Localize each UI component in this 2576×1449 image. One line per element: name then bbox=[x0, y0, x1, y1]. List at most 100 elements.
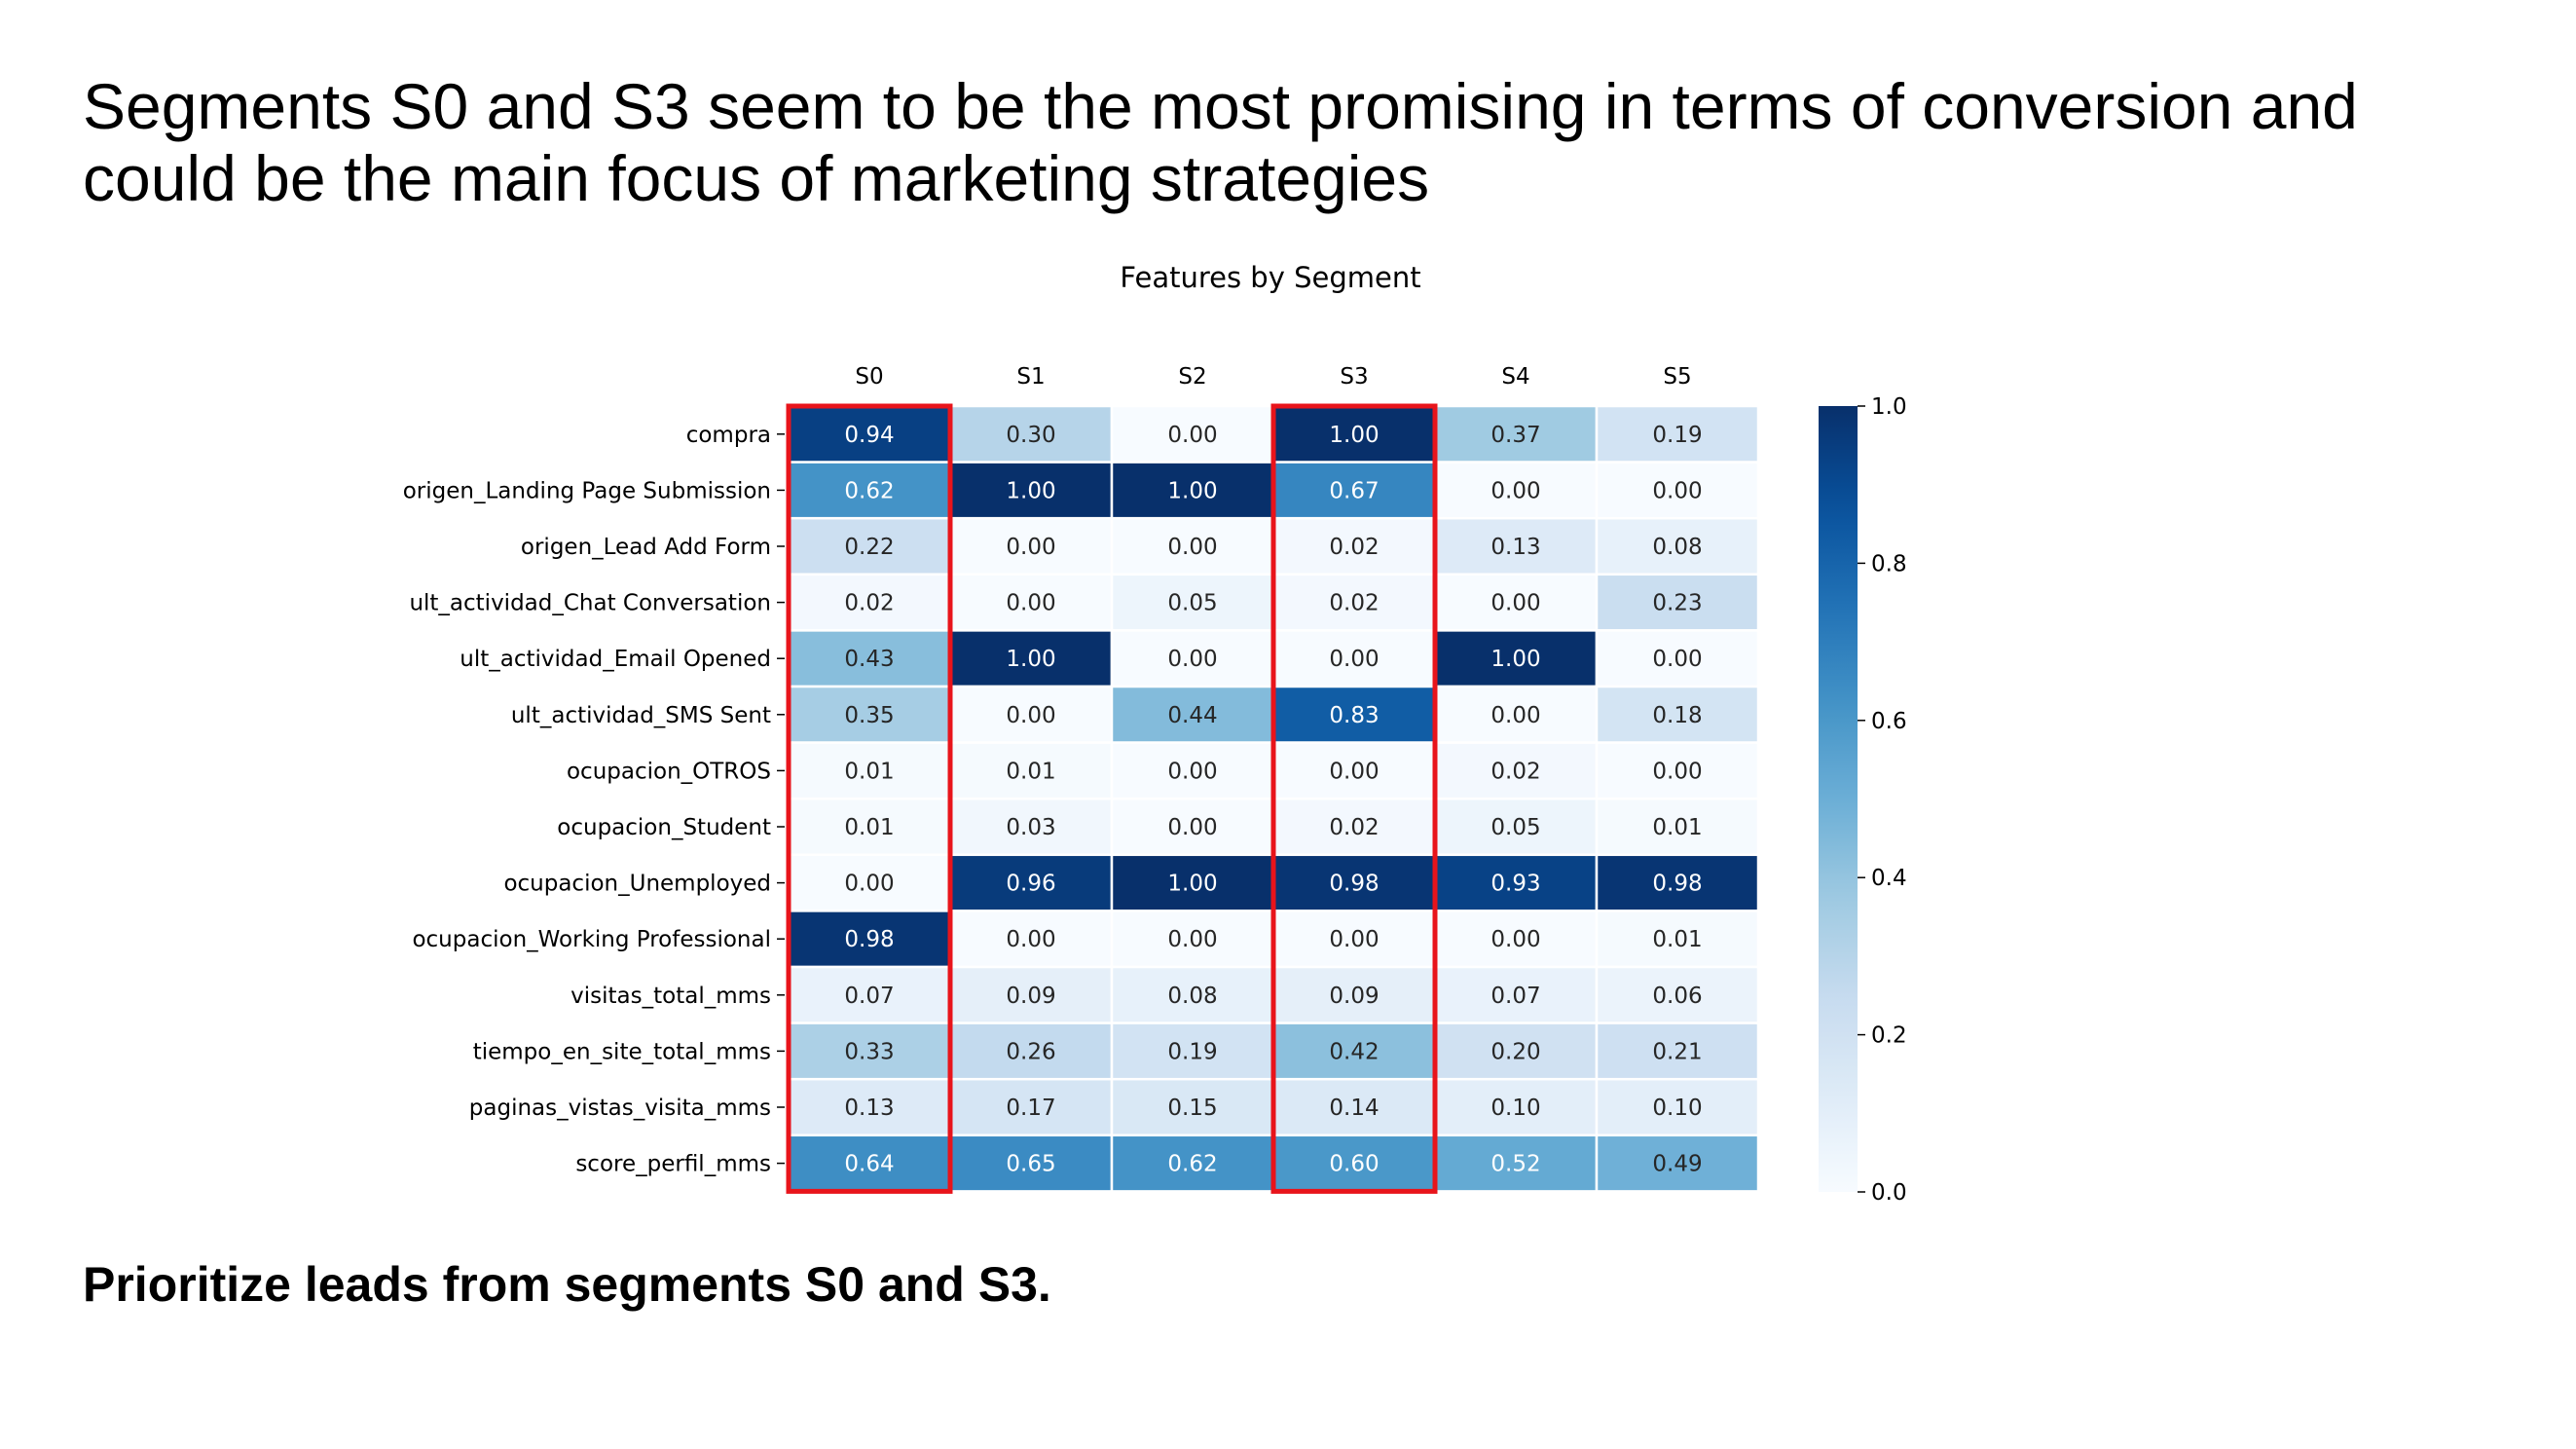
heatmap-cell bbox=[948, 1022, 1114, 1081]
cell-value-label: 0.01 bbox=[1652, 927, 1702, 952]
slide-takeaway: Prioritize leads from segments S0 and S3… bbox=[83, 1257, 1051, 1312]
heatmap-cell bbox=[1595, 797, 1760, 857]
cell-value-label: 0.00 bbox=[844, 872, 894, 897]
heatmap-cell bbox=[1271, 629, 1437, 688]
cell-value-label: 0.67 bbox=[1329, 478, 1379, 503]
cell-value-label: 0.00 bbox=[1490, 703, 1540, 728]
cell-value-label: 0.07 bbox=[844, 984, 894, 1009]
cell-value-label: 0.02 bbox=[844, 591, 894, 616]
row-label: visitas_total_mms bbox=[570, 984, 771, 1009]
column-labels: S0 S1 S2 S3 S4 S5 bbox=[855, 364, 1691, 390]
cell-value-label: 0.08 bbox=[1167, 984, 1217, 1009]
cell-value-label: 0.00 bbox=[1652, 478, 1702, 503]
heatmap-cell bbox=[787, 1022, 952, 1081]
cell-value-label: 0.21 bbox=[1652, 1039, 1702, 1064]
cell-value-label: 1.00 bbox=[1167, 872, 1217, 897]
heatmap-cell bbox=[1433, 910, 1599, 969]
heatmap-cell bbox=[787, 797, 952, 857]
slide-headline: Segments S0 and S3 seem to be the most p… bbox=[83, 70, 2358, 214]
cell-value-label: 0.00 bbox=[1167, 815, 1217, 840]
cell-value-label: 0.13 bbox=[844, 1096, 894, 1121]
row-label: ult_actividad_SMS Sent bbox=[511, 703, 771, 728]
cell-value-label: 0.01 bbox=[844, 759, 894, 784]
heatmap-cell bbox=[1595, 965, 1760, 1024]
cell-value-label: 1.00 bbox=[1167, 478, 1217, 503]
cell-value-label: 0.01 bbox=[1652, 815, 1702, 840]
cell-value-label: 0.49 bbox=[1652, 1152, 1702, 1177]
row-label: tiempo_en_site_total_mms bbox=[473, 1039, 771, 1064]
cell-value-label: 0.93 bbox=[1490, 872, 1540, 897]
cell-value-label: 0.22 bbox=[844, 535, 894, 560]
row-label: compra bbox=[686, 423, 771, 448]
cell-value-label: 0.00 bbox=[1006, 591, 1055, 616]
row-label: ocupacion_Unemployed bbox=[503, 872, 771, 897]
highlight-box-s3 bbox=[1270, 403, 1438, 1194]
cell-value-label: 0.00 bbox=[1167, 759, 1217, 784]
cell-value-label: 0.00 bbox=[1329, 647, 1379, 672]
row-label: score_perfil_mms bbox=[575, 1152, 771, 1177]
heatmap-cell bbox=[787, 1077, 952, 1137]
cell-value-label: 0.14 bbox=[1329, 1096, 1379, 1121]
heatmap-cell bbox=[1595, 1133, 1760, 1193]
heatmap-cell bbox=[787, 573, 952, 632]
heatmap-cell bbox=[1595, 910, 1760, 969]
cell-value-label: 0.00 bbox=[1652, 759, 1702, 784]
cell-value-label: 1.00 bbox=[1006, 647, 1055, 672]
cell-value-label: 0.00 bbox=[1167, 423, 1217, 448]
cell-value-label: 0.35 bbox=[844, 703, 894, 728]
row-label: paginas_vistas_visita_mms bbox=[469, 1096, 771, 1121]
cell-value-label: 0.26 bbox=[1006, 1039, 1055, 1064]
cell-value-label: 0.30 bbox=[1006, 423, 1055, 448]
heatmap-cell bbox=[1595, 1077, 1760, 1137]
cell-value-label: 0.52 bbox=[1490, 1152, 1540, 1177]
cell-value-label: 0.20 bbox=[1490, 1039, 1540, 1064]
cell-value-label: 0.60 bbox=[1329, 1152, 1379, 1177]
cell-value-label: 0.00 bbox=[1490, 927, 1540, 952]
cell-value-label: 0.98 bbox=[844, 927, 894, 952]
colorbar-tick-label: 0.2 bbox=[1871, 1023, 1907, 1049]
colorbar-tick-label: 0.6 bbox=[1871, 709, 1907, 734]
heatmap-cell bbox=[1271, 461, 1437, 520]
row-label: ocupacion_Student bbox=[557, 815, 771, 840]
heatmap-cell bbox=[1595, 404, 1760, 464]
heatmap-cell bbox=[1110, 965, 1275, 1024]
heatmap-cell bbox=[1433, 461, 1599, 520]
cell-value-label: 0.19 bbox=[1167, 1039, 1217, 1064]
cell-value-label: 0.02 bbox=[1329, 591, 1379, 616]
cell-value-label: 0.00 bbox=[1652, 647, 1702, 672]
colorbar-tick-label: 0.0 bbox=[1871, 1180, 1907, 1206]
cell-value-label: 0.09 bbox=[1329, 984, 1379, 1009]
heatmap-cell bbox=[948, 741, 1114, 800]
cell-value-label: 1.00 bbox=[1329, 423, 1379, 448]
colorbar: 0.0 0.2 0.4 0.6 0.8 1.0 bbox=[1819, 394, 1907, 1206]
chart-title: Features by Segment bbox=[1120, 261, 1420, 294]
cell-value-label: 0.00 bbox=[1167, 535, 1217, 560]
row-label: ult_actividad_Email Opened bbox=[460, 647, 771, 672]
heatmap-cell bbox=[1433, 965, 1599, 1024]
cell-value-label: 0.08 bbox=[1652, 535, 1702, 560]
cell-value-label: 0.10 bbox=[1490, 1096, 1540, 1121]
column-label: S2 bbox=[1178, 364, 1206, 390]
heatmap-cell bbox=[1433, 1077, 1599, 1137]
column-label: S5 bbox=[1663, 364, 1691, 390]
heatmap-cell bbox=[948, 629, 1114, 688]
colorbar-tick-label: 0.8 bbox=[1871, 551, 1907, 576]
cell-value-label: 0.98 bbox=[1329, 872, 1379, 897]
cell-value-label: 0.05 bbox=[1167, 591, 1217, 616]
heatmap-cell bbox=[787, 853, 952, 912]
cell-value-label: 0.15 bbox=[1167, 1096, 1217, 1121]
cell-value-label: 0.33 bbox=[844, 1039, 894, 1064]
cell-value-label: 0.03 bbox=[1006, 815, 1055, 840]
cell-value-label: 0.37 bbox=[1490, 423, 1540, 448]
cell-value-label: 0.98 bbox=[1652, 872, 1702, 897]
heatmap-cell bbox=[948, 573, 1114, 632]
cell-value-label: 0.05 bbox=[1490, 815, 1540, 840]
heatmap-cell bbox=[787, 685, 952, 744]
heatmap-cell bbox=[1271, 965, 1437, 1024]
cell-value-label: 0.64 bbox=[844, 1152, 894, 1177]
cell-value-label: 0.00 bbox=[1006, 703, 1055, 728]
highlight-box-s0 bbox=[786, 403, 953, 1194]
heatmap-cell bbox=[1271, 516, 1437, 576]
cell-value-label: 0.00 bbox=[1490, 478, 1540, 503]
